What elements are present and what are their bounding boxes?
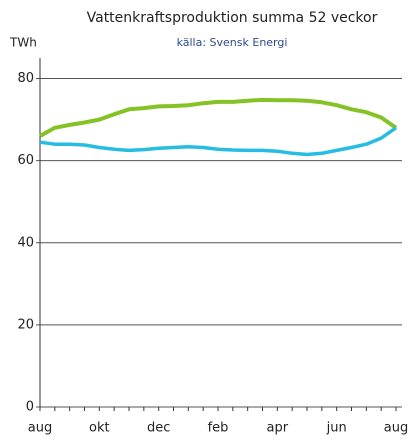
series-line bbox=[39, 126, 397, 157]
y-tick-label: 40 bbox=[17, 235, 34, 250]
x-tick-label: feb bbox=[208, 421, 229, 436]
y-axis-label: TWh bbox=[9, 36, 37, 50]
y-tick-label: 20 bbox=[17, 317, 34, 332]
x-tick-label: aug bbox=[384, 421, 408, 436]
y-tick-label: 80 bbox=[17, 71, 34, 86]
x-tick-label: aug bbox=[28, 421, 52, 436]
x-tick-label: dec bbox=[147, 421, 170, 436]
x-tick-label: jun bbox=[326, 421, 347, 436]
y-tick-label: 0 bbox=[26, 400, 34, 415]
y-tick-label: 60 bbox=[17, 153, 34, 168]
chart-title: Vattenkraftsproduktion summa 52 veckor bbox=[87, 10, 378, 26]
x-tick-label: okt bbox=[89, 421, 110, 436]
series-line bbox=[39, 97, 398, 138]
x-tick-label: apr bbox=[267, 421, 289, 436]
chart-subtitle: källa: Svensk Energi bbox=[177, 36, 288, 49]
